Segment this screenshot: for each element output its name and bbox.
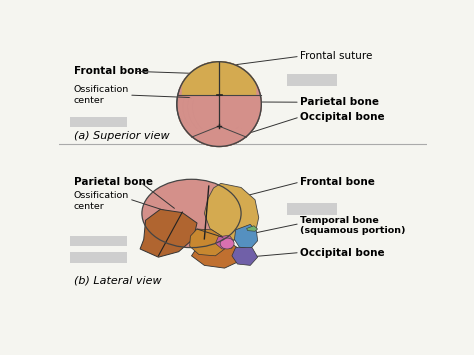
Text: Frontal suture: Frontal suture [300, 51, 372, 61]
Text: (a) Superior view: (a) Superior view [74, 131, 170, 141]
Polygon shape [140, 209, 197, 257]
Text: Occipital bone: Occipital bone [300, 112, 384, 122]
FancyBboxPatch shape [287, 202, 337, 215]
FancyBboxPatch shape [70, 236, 127, 246]
Polygon shape [182, 62, 255, 95]
Ellipse shape [177, 62, 261, 147]
Text: (b) Lateral view: (b) Lateral view [74, 276, 162, 286]
Polygon shape [191, 238, 239, 268]
FancyBboxPatch shape [70, 252, 127, 263]
Polygon shape [232, 248, 258, 266]
Text: Occipital bone: Occipital bone [300, 247, 384, 257]
FancyBboxPatch shape [70, 117, 127, 127]
Polygon shape [246, 226, 258, 231]
Text: Parietal bone: Parietal bone [74, 177, 153, 187]
Polygon shape [179, 119, 259, 147]
Ellipse shape [142, 179, 241, 248]
Text: Frontal bone: Frontal bone [74, 66, 149, 76]
Polygon shape [204, 184, 259, 241]
Text: Parietal bone: Parietal bone [300, 97, 379, 107]
Polygon shape [179, 62, 261, 147]
Polygon shape [215, 235, 234, 249]
FancyBboxPatch shape [287, 74, 337, 86]
Polygon shape [235, 224, 258, 249]
Text: Ossification
center: Ossification center [74, 86, 129, 105]
Text: Frontal bone: Frontal bone [300, 177, 375, 187]
Text: Temporal bone
(squamous portion): Temporal bone (squamous portion) [300, 216, 405, 235]
Polygon shape [190, 229, 227, 256]
Ellipse shape [220, 238, 234, 249]
Text: Ossification
center: Ossification center [74, 191, 129, 211]
